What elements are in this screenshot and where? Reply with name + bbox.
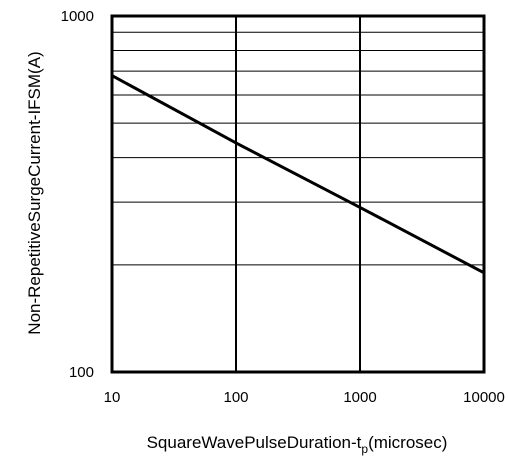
x-axis-label-main: SquareWavePulseDuration-t [147, 433, 362, 452]
x-axis-label-unit: (microsec) [368, 433, 447, 452]
y-gridlines [112, 31, 484, 266]
x-gridlines [235, 16, 361, 372]
x-tick-label: 1000 [343, 389, 376, 406]
x-axis-label: SquareWavePulseDuration-tp(microsec) [147, 433, 448, 456]
y-axis-label: Non-RepetitiveSurgeCurrent-IFSM(A) [25, 51, 44, 334]
x-tick-label: 10000 [463, 389, 505, 406]
x-tick-label: 100 [223, 389, 248, 406]
y-tick-labels: 100 1000 [61, 8, 94, 381]
y-tick-label: 1000 [61, 8, 94, 25]
x-tick-label: 10 [104, 389, 121, 406]
plot-frame [110, 14, 486, 374]
x-tick-labels: 10 100 1000 10000 [104, 389, 505, 406]
series-line [111, 74, 485, 275]
series-layer [111, 74, 485, 275]
x-axis-label-subscript: p [361, 442, 368, 456]
y-tick-label: 100 [69, 364, 94, 381]
